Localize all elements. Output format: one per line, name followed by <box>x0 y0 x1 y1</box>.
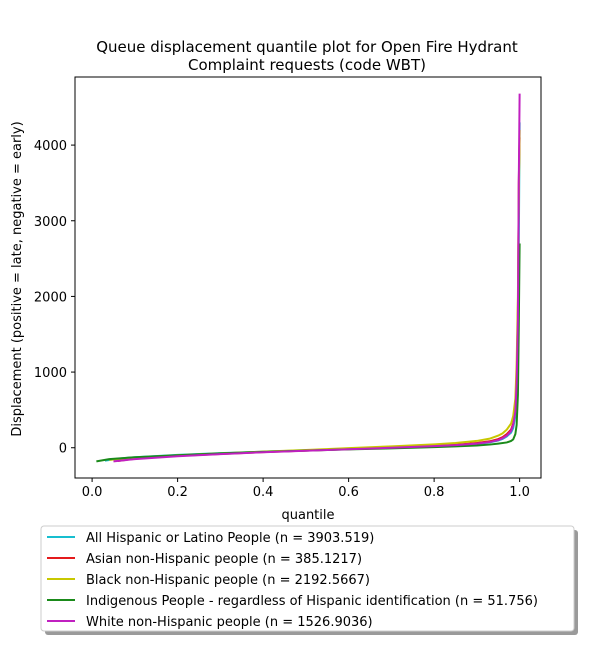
y-axis-label: Displacement (positive = late, negative … <box>10 121 25 436</box>
y-axis: 0 1000 2000 3000 4000 <box>34 139 75 457</box>
x-axis: 0.0 0.2 0.4 0.6 0.8 1.0 <box>82 478 530 500</box>
x-tick-label-5: 1.0 <box>509 485 530 500</box>
legend-items: All Hispanic or Latino People (n = 3903.… <box>47 531 538 630</box>
series-layer <box>96 93 521 463</box>
y-tick-label-0: 0 <box>59 442 67 457</box>
legend-label-3: Indigenous People - regardless of Hispan… <box>86 594 538 609</box>
plot-frame <box>74 76 542 479</box>
x-tick-label-3: 0.6 <box>338 485 359 500</box>
series-line-0 <box>104 122 521 462</box>
legend: All Hispanic or Latino People (n = 3903.… <box>40 525 578 635</box>
series-line-3 <box>96 243 521 463</box>
legend-label-1: Asian non-Hispanic people (n = 385.1217) <box>86 552 362 567</box>
legend-label-4: White non-Hispanic people (n = 1526.9036… <box>86 615 373 630</box>
x-tick-label-4: 0.8 <box>424 485 445 500</box>
series-line-4 <box>113 93 521 463</box>
x-tick-label-2: 0.4 <box>253 485 274 500</box>
y-tick-label-2: 2000 <box>34 290 67 305</box>
legend-label-2: Black non-Hispanic people (n = 2192.5667… <box>86 573 370 588</box>
series-line-1 <box>117 137 521 462</box>
x-tick-label-1: 0.2 <box>167 485 188 500</box>
y-tick-label-1: 1000 <box>34 366 67 381</box>
legend-box <box>40 525 575 632</box>
x-tick-label-0: 0.0 <box>82 485 103 500</box>
legend-label-0: All Hispanic or Latino People (n = 3903.… <box>86 531 374 546</box>
x-axis-label: quantile <box>281 508 334 523</box>
y-tick-label-3: 3000 <box>34 215 67 230</box>
chart-title-line-2: Complaint requests (code WBT) <box>188 56 426 74</box>
series-line-2 <box>109 129 521 461</box>
y-tick-label-4: 4000 <box>34 139 67 154</box>
chart-title-line-1: Queue displacement quantile plot for Ope… <box>96 38 518 56</box>
